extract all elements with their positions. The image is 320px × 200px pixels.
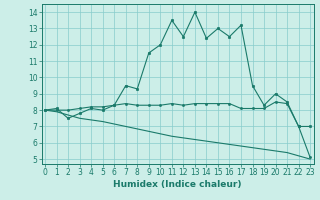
X-axis label: Humidex (Indice chaleur): Humidex (Indice chaleur): [113, 180, 242, 189]
